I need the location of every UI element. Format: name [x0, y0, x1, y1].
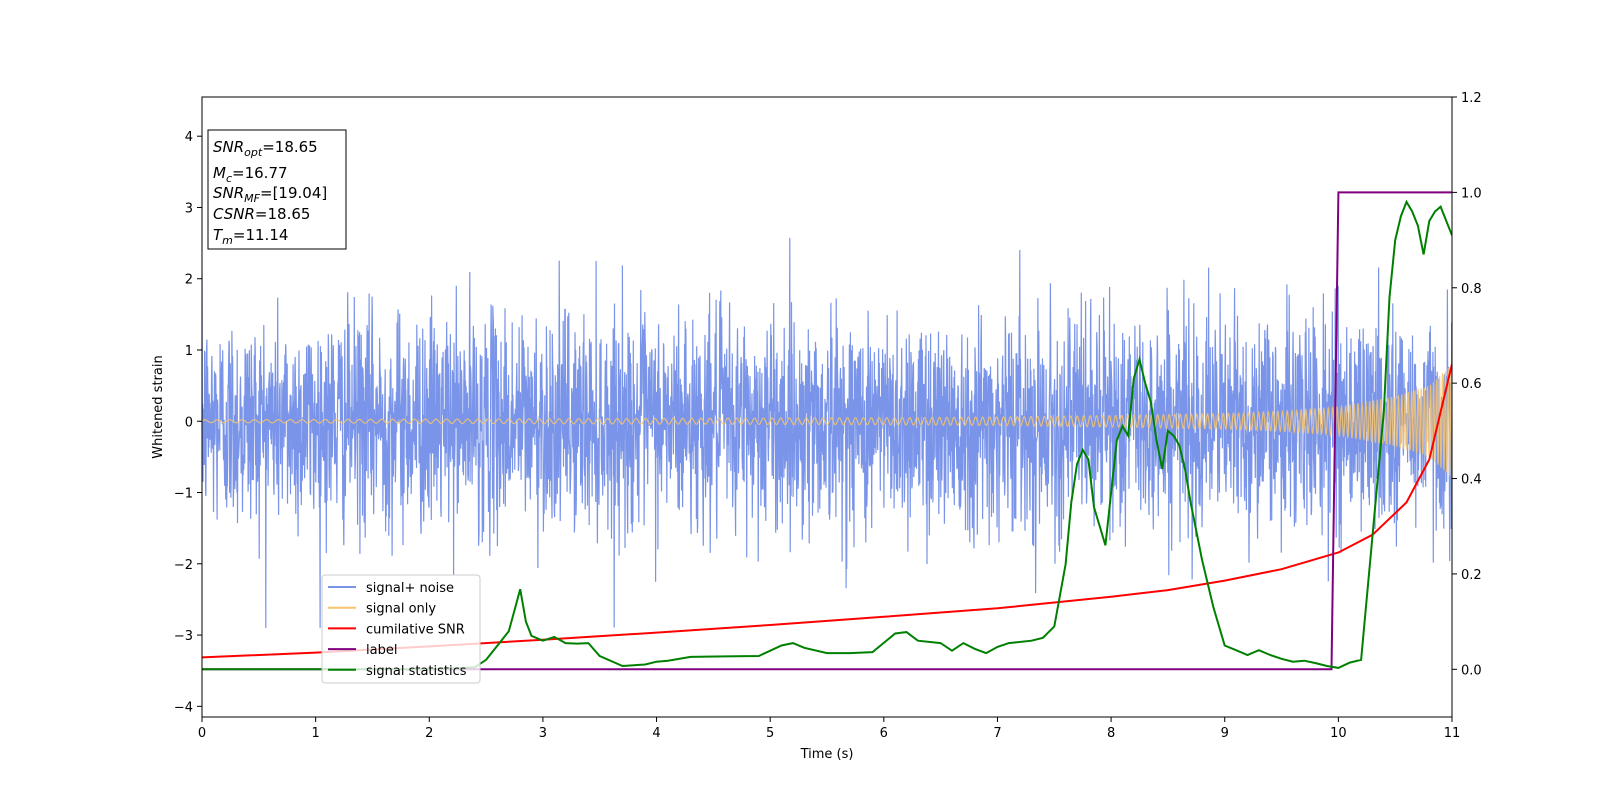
- series-cumulative-snr-line: [202, 363, 1452, 659]
- y2-tick-label: 1.2: [1461, 91, 1482, 106]
- y-tick-label: 3: [185, 201, 193, 216]
- x-tick-label: 9: [1221, 726, 1229, 741]
- legend-label: cumilative SNR: [366, 622, 465, 637]
- x-tick-label: 11: [1444, 726, 1461, 741]
- y2-tick-label: 0.8: [1461, 282, 1482, 297]
- x-tick-label: 8: [1107, 726, 1115, 741]
- x-tick-label: 3: [539, 726, 547, 741]
- y-tick-label: 1: [185, 344, 193, 359]
- annotation-line: SNRopt=18.65: [213, 138, 318, 159]
- y-tick-label: −3: [174, 629, 193, 644]
- series-signal-only-line: [202, 366, 1452, 476]
- x-tick-label: 4: [652, 726, 660, 741]
- x-tick-label: 10: [1330, 726, 1347, 741]
- y-tick-label: 2: [185, 273, 193, 288]
- y2-tick-label: 0.2: [1461, 568, 1482, 583]
- series-label-line: [202, 191, 1452, 671]
- y2-tick-label: 0.6: [1461, 377, 1482, 392]
- plot-frame: [201, 96, 1453, 718]
- y-tick-label: −2: [174, 558, 193, 573]
- legend: signal+ noise signal only cumilative SNR la…: [321, 574, 481, 684]
- y-tick-label: −4: [174, 700, 193, 715]
- y-axis-label: Whitened strain: [151, 355, 166, 458]
- y2-tick-label: 1.0: [1461, 186, 1482, 201]
- legend-frame: [321, 574, 481, 684]
- y-tick-label: 4: [185, 130, 193, 145]
- x-tick-label: 5: [766, 726, 774, 741]
- legend-label: label: [366, 643, 397, 658]
- x-tick-label: 2: [425, 726, 433, 741]
- annotation-frame: [207, 129, 347, 250]
- x-tick-label: 6: [880, 726, 888, 741]
- series-signal-statistics-line: [202, 199, 1452, 671]
- y2-tick-label: 0.0: [1461, 663, 1482, 678]
- legend-label: signal+ noise: [366, 581, 454, 596]
- x-axis-label: Time (s): [800, 747, 854, 762]
- annotation-line: CSNR=18.65: [213, 205, 310, 223]
- x-tick-label: 0: [198, 726, 206, 741]
- x-tick-label: 7: [993, 726, 1001, 741]
- annotation-line: Tm=11.14: [213, 226, 288, 247]
- parameter-annotation-box: SNRopt=18.65 Mc=16.77SNRMF=[19.04]CSNR=18…: [207, 129, 347, 250]
- x-tick-label: 1: [311, 726, 319, 741]
- y2-tick-label: 0.4: [1461, 473, 1482, 488]
- legend-label: signal only: [366, 602, 436, 617]
- axes-layer: 0 1 2 3 4 5 6 7 8 9 10 11 −4 −3 −2 −1 0 1 2 3 4 0.0 0.2 0.4 0.6 0…: [174, 91, 1482, 741]
- y-tick-label: −1: [174, 487, 193, 502]
- annotation-line: Mc=16.77: [213, 164, 288, 185]
- y-tick-label: 0: [185, 415, 193, 430]
- series-signal-noise-line: [202, 237, 1452, 628]
- annotation-line: SNRMF=[19.04]: [213, 184, 327, 205]
- series-layer: [202, 191, 1452, 671]
- legend-label: signal statistics: [366, 664, 467, 679]
